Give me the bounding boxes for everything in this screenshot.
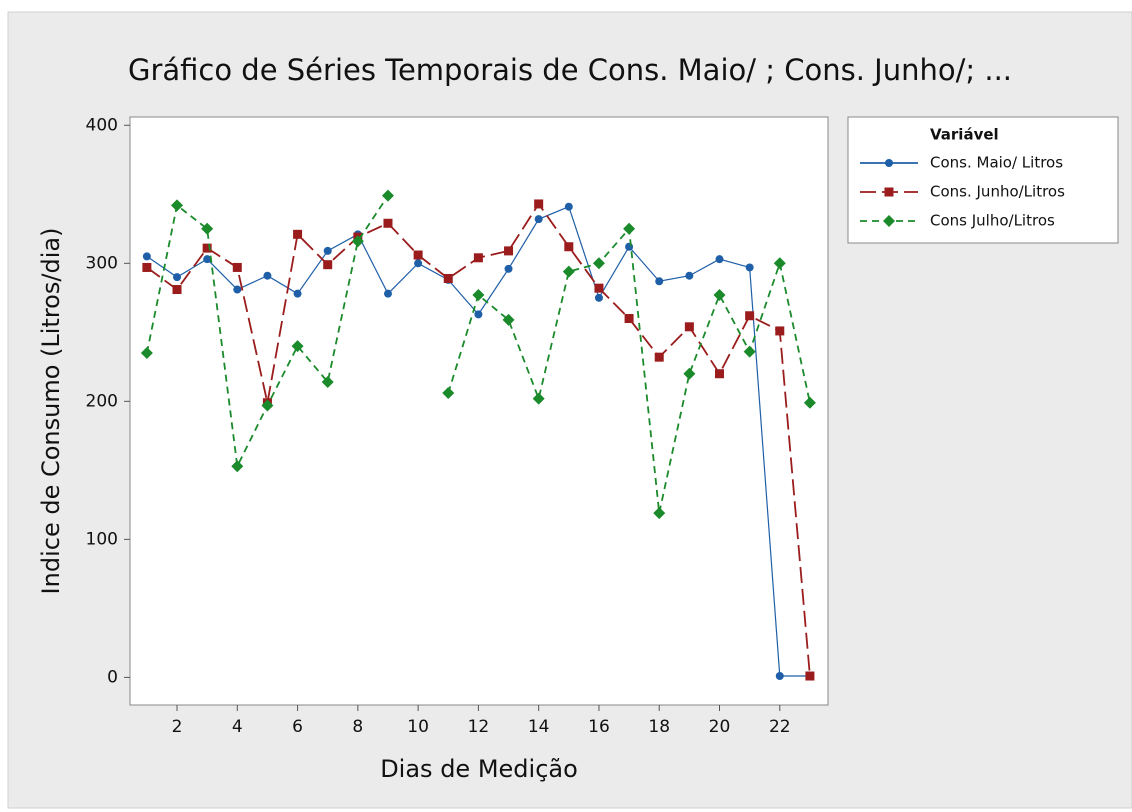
legend-title: Variável xyxy=(930,126,999,144)
marker xyxy=(594,283,604,293)
marker xyxy=(775,326,785,336)
chart-title: Gráfico de Séries Temporais de Cons. Mai… xyxy=(128,53,1012,87)
x-tick-label: 6 xyxy=(292,717,303,737)
marker xyxy=(233,285,242,294)
marker xyxy=(745,311,755,321)
marker xyxy=(413,250,423,260)
y-tick-label: 300 xyxy=(86,253,118,273)
marker xyxy=(321,376,334,389)
marker xyxy=(594,293,603,302)
marker xyxy=(623,222,636,235)
marker xyxy=(562,265,575,278)
marker xyxy=(655,277,664,286)
marker xyxy=(293,289,302,298)
y-tick-label: 0 xyxy=(107,667,118,687)
legend-label: Cons. Maio/ Litros xyxy=(930,154,1063,172)
marker xyxy=(414,259,423,268)
y-tick-label: 400 xyxy=(86,115,118,135)
x-tick-label: 2 xyxy=(172,717,183,737)
marker xyxy=(534,199,544,209)
y-tick-label: 200 xyxy=(86,391,118,411)
marker xyxy=(684,322,694,332)
legend-label: Cons Julho/Litros xyxy=(930,212,1055,230)
marker xyxy=(592,257,605,270)
marker xyxy=(713,289,726,302)
marker xyxy=(532,392,545,405)
marker xyxy=(173,273,182,282)
marker xyxy=(502,313,515,326)
marker xyxy=(172,285,182,295)
marker xyxy=(743,345,756,358)
marker xyxy=(140,347,153,360)
marker xyxy=(442,387,455,400)
marker xyxy=(715,255,724,264)
x-tick-label: 4 xyxy=(232,717,243,737)
marker xyxy=(625,242,634,251)
x-axis-label: Dias de Medição xyxy=(380,755,578,783)
x-tick-label: 8 xyxy=(352,717,363,737)
x-tick-label: 22 xyxy=(769,717,791,737)
marker xyxy=(683,367,696,380)
legend-marker xyxy=(883,215,895,227)
marker xyxy=(472,289,485,302)
marker xyxy=(351,235,364,248)
marker xyxy=(715,369,725,379)
marker xyxy=(231,460,244,473)
marker xyxy=(474,310,483,319)
x-tick-label: 10 xyxy=(407,717,429,737)
marker xyxy=(171,199,184,212)
marker xyxy=(323,260,333,270)
plot-area xyxy=(129,116,829,706)
marker xyxy=(232,262,242,272)
marker xyxy=(323,246,332,255)
x-tick-label: 14 xyxy=(528,717,550,737)
marker xyxy=(201,222,214,235)
marker xyxy=(263,271,272,280)
marker xyxy=(654,352,664,362)
marker xyxy=(443,273,453,283)
marker xyxy=(142,252,151,261)
marker xyxy=(773,257,786,270)
marker xyxy=(564,242,574,252)
legend-marker xyxy=(884,187,894,197)
marker xyxy=(203,255,212,264)
marker xyxy=(293,229,303,239)
marker xyxy=(534,215,543,224)
y-axis-label: Indice de Consumo (Litros/dia) xyxy=(37,228,65,595)
marker xyxy=(381,189,394,202)
legend-label: Cons. Junho/Litros xyxy=(930,183,1065,201)
marker xyxy=(564,202,573,211)
x-tick-label: 18 xyxy=(648,717,670,737)
legend-marker xyxy=(885,159,893,167)
marker xyxy=(653,507,666,520)
x-tick-label: 16 xyxy=(588,717,610,737)
marker xyxy=(775,672,784,681)
marker xyxy=(805,671,815,681)
marker xyxy=(383,218,393,228)
marker xyxy=(291,340,304,353)
marker xyxy=(383,289,392,298)
marker xyxy=(624,314,634,324)
marker xyxy=(685,271,694,280)
marker xyxy=(261,399,274,412)
marker xyxy=(745,263,754,272)
marker xyxy=(803,396,816,409)
marker xyxy=(504,246,514,256)
y-tick-label: 100 xyxy=(86,529,118,549)
x-tick-label: 20 xyxy=(709,717,731,737)
marker xyxy=(202,243,212,253)
marker xyxy=(504,264,513,273)
x-tick-label: 12 xyxy=(468,717,490,737)
marker xyxy=(142,262,152,272)
marker xyxy=(473,253,483,263)
